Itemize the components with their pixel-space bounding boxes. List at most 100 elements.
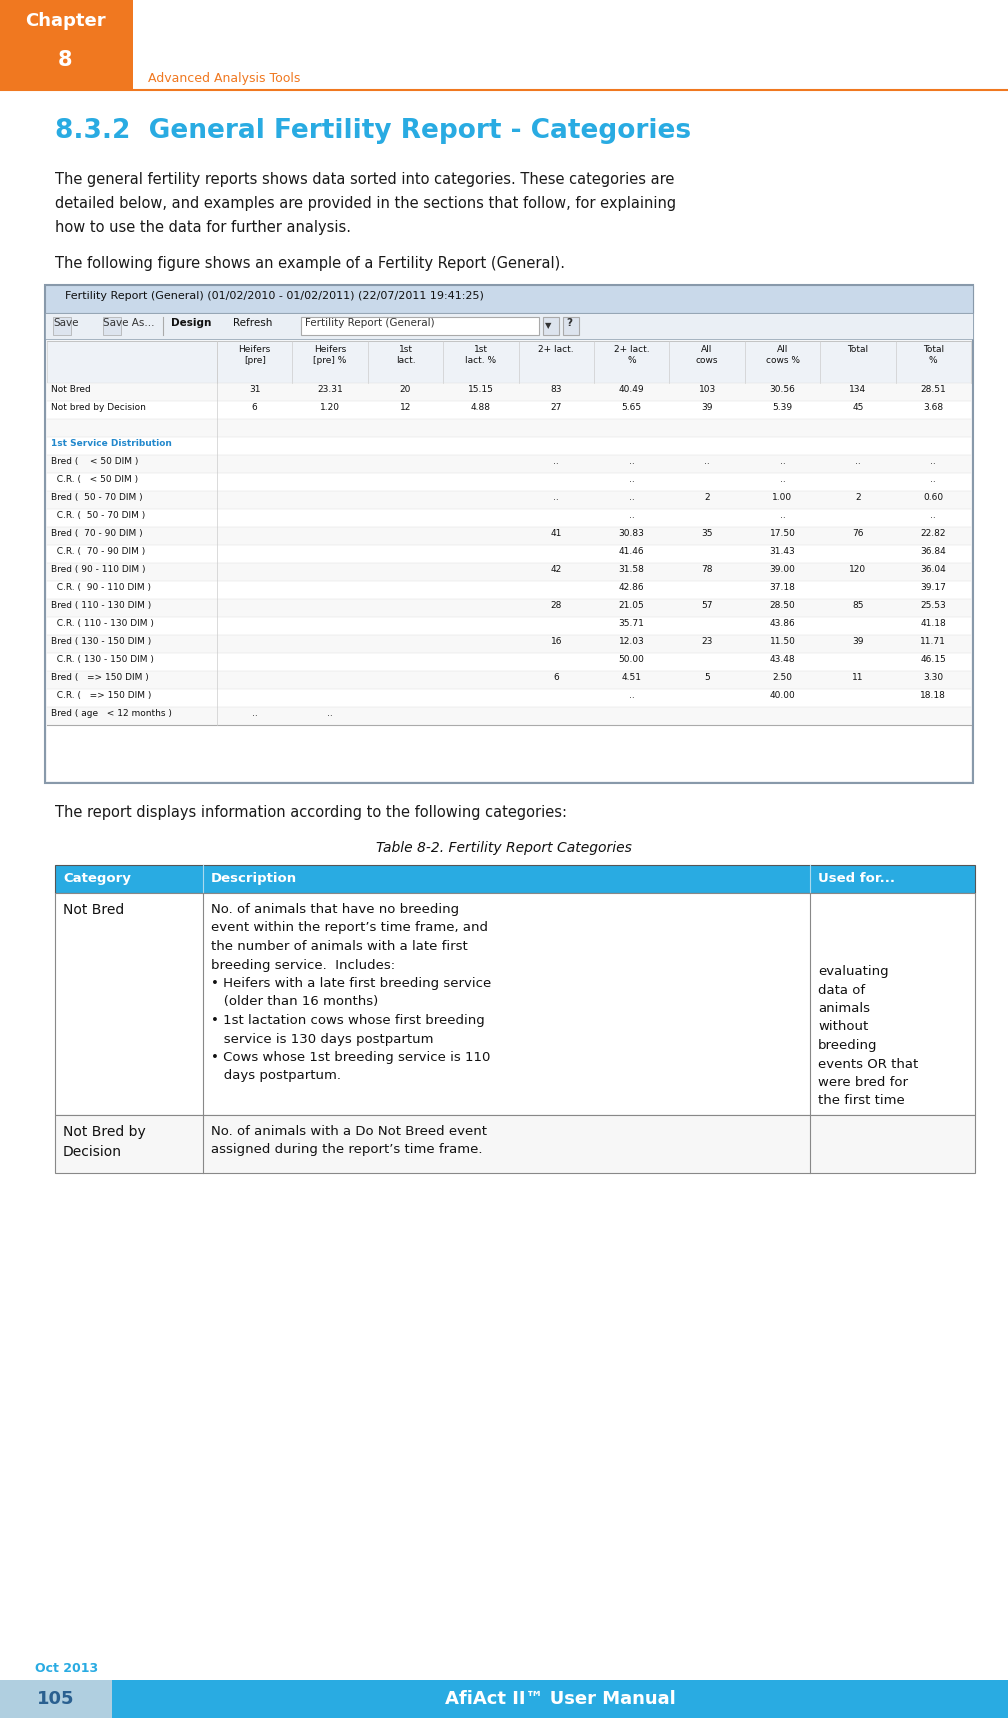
Text: Fertility Report (General): Fertility Report (General): [305, 319, 434, 327]
Text: 6: 6: [553, 673, 559, 682]
Text: 21.05: 21.05: [619, 601, 644, 610]
Bar: [0, 0, 133, 90]
Text: 2.50: 2.50: [772, 673, 792, 682]
Text: ..: ..: [779, 475, 785, 484]
Text: 39: 39: [702, 403, 713, 412]
Text: 39: 39: [852, 637, 864, 646]
Text: 40.00: 40.00: [770, 691, 795, 701]
Text: ..: ..: [553, 492, 559, 503]
Text: Save As...: Save As...: [103, 319, 154, 327]
Bar: [55, 1116, 975, 1173]
Text: 28: 28: [550, 601, 562, 610]
Text: ..: ..: [705, 456, 710, 467]
Text: 105: 105: [37, 1689, 75, 1708]
Text: C.R. ( 110 - 130 DIM ): C.R. ( 110 - 130 DIM ): [51, 618, 154, 629]
Text: Fertility Report (General) (01/02/2010 - 01/02/2011) (22/07/2011 19:41:25): Fertility Report (General) (01/02/2010 -…: [65, 291, 484, 301]
Bar: [47, 401, 971, 418]
Text: 41.18: 41.18: [920, 618, 947, 629]
Bar: [45, 286, 973, 313]
Text: 36.04: 36.04: [920, 565, 947, 573]
Text: Bred ( 110 - 130 DIM ): Bred ( 110 - 130 DIM ): [51, 601, 151, 610]
Bar: [47, 544, 971, 563]
Bar: [543, 317, 559, 336]
Text: 12: 12: [400, 403, 411, 412]
Text: ?: ?: [566, 319, 572, 327]
Text: 23: 23: [702, 637, 713, 646]
Text: ..: ..: [629, 475, 635, 484]
Text: Table 8-2. Fertility Report Categories: Table 8-2. Fertility Report Categories: [376, 840, 632, 856]
Text: 85: 85: [852, 601, 864, 610]
Text: 1.00: 1.00: [772, 492, 792, 503]
Text: ..: ..: [629, 691, 635, 701]
Text: Chapter: Chapter: [24, 12, 105, 29]
Bar: [45, 313, 973, 339]
Text: ..: ..: [930, 511, 936, 520]
Text: No. of animals with a Do Not Breed event
assigned during the report’s time frame: No. of animals with a Do Not Breed event…: [211, 1124, 487, 1157]
Text: Bred (  70 - 90 DIM ): Bred ( 70 - 90 DIM ): [51, 529, 142, 537]
Text: Refresh: Refresh: [233, 319, 272, 327]
Bar: [563, 317, 579, 336]
Text: 28.51: 28.51: [920, 386, 947, 394]
Text: C.R. (  70 - 90 DIM ): C.R. ( 70 - 90 DIM ): [51, 548, 145, 556]
Text: ..: ..: [930, 475, 936, 484]
Text: Bred (  50 - 70 DIM ): Bred ( 50 - 70 DIM ): [51, 492, 142, 503]
Bar: [47, 635, 971, 653]
Text: 4.51: 4.51: [622, 673, 642, 682]
Text: 1st
lact. %: 1st lact. %: [466, 344, 497, 365]
Bar: [47, 653, 971, 672]
Text: 1.20: 1.20: [321, 403, 340, 412]
Text: ..: ..: [629, 511, 635, 520]
Text: ▼: ▼: [545, 320, 551, 331]
Text: Description: Description: [211, 871, 297, 885]
Bar: [55, 864, 975, 894]
Bar: [47, 382, 971, 401]
Text: 83: 83: [550, 386, 562, 394]
Text: 5: 5: [705, 673, 710, 682]
Text: 31: 31: [249, 386, 260, 394]
Text: All
cows: All cows: [696, 344, 719, 365]
Text: 36.84: 36.84: [920, 548, 947, 556]
Text: Not Bred: Not Bred: [62, 902, 124, 918]
Text: Not Bred by
Decision: Not Bred by Decision: [62, 1124, 146, 1159]
Bar: [55, 894, 975, 1116]
Text: Advanced Analysis Tools: Advanced Analysis Tools: [148, 72, 300, 84]
Text: Design: Design: [171, 319, 212, 327]
Text: 103: 103: [699, 386, 716, 394]
Text: 6: 6: [252, 403, 258, 412]
Text: Save: Save: [53, 319, 79, 327]
Bar: [45, 286, 973, 784]
Bar: [47, 689, 971, 708]
Text: 31.58: 31.58: [619, 565, 645, 573]
Text: 5.65: 5.65: [622, 403, 642, 412]
Text: 2+ lact.
%: 2+ lact. %: [614, 344, 649, 365]
Text: 41.46: 41.46: [619, 548, 644, 556]
Text: C.R. (   < 50 DIM ): C.R. ( < 50 DIM ): [51, 475, 138, 484]
Text: 11.50: 11.50: [769, 637, 795, 646]
Text: 15.15: 15.15: [468, 386, 494, 394]
Text: 17.50: 17.50: [769, 529, 795, 537]
Bar: [47, 341, 971, 382]
Text: 35.71: 35.71: [619, 618, 645, 629]
Text: 35: 35: [702, 529, 713, 537]
Text: ..: ..: [855, 456, 861, 467]
Text: Bred ( 90 - 110 DIM ): Bred ( 90 - 110 DIM ): [51, 565, 145, 573]
Bar: [0, 1681, 112, 1719]
Text: 42.86: 42.86: [619, 584, 644, 592]
Text: 30.56: 30.56: [769, 386, 795, 394]
Text: 16: 16: [550, 637, 562, 646]
Text: 57: 57: [702, 601, 713, 610]
Text: 39.00: 39.00: [769, 565, 795, 573]
Text: 0.60: 0.60: [923, 492, 943, 503]
Text: evaluating
data of
animals
without
breeding
events OR that
were bred for
the fir: evaluating data of animals without breed…: [818, 964, 918, 1107]
Text: 8.3.2  General Fertility Report - Categories: 8.3.2 General Fertility Report - Categor…: [55, 119, 691, 145]
Text: 40.49: 40.49: [619, 386, 644, 394]
Text: Heifers
[pre]: Heifers [pre]: [239, 344, 271, 365]
Text: 31.43: 31.43: [770, 548, 795, 556]
Text: 11.71: 11.71: [920, 637, 947, 646]
Text: 5.39: 5.39: [772, 403, 792, 412]
Text: Category: Category: [62, 871, 131, 885]
Text: 41: 41: [550, 529, 562, 537]
Bar: [112, 1681, 1008, 1719]
Text: ..: ..: [930, 456, 936, 467]
Text: No. of animals that have no breeding
event within the report’s time frame, and
t: No. of animals that have no breeding eve…: [211, 902, 491, 1083]
